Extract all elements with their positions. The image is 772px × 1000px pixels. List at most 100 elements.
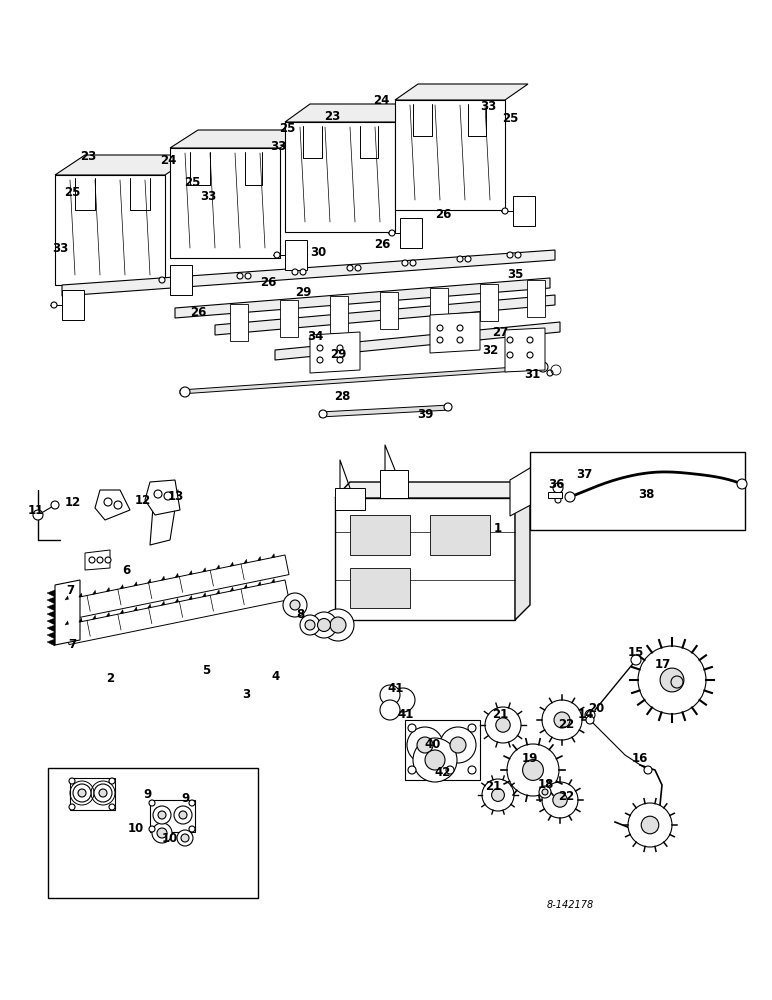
Circle shape xyxy=(507,744,559,796)
Circle shape xyxy=(114,501,122,509)
Circle shape xyxy=(157,828,167,838)
Polygon shape xyxy=(380,470,408,498)
Polygon shape xyxy=(79,593,82,597)
Bar xyxy=(350,515,410,555)
Circle shape xyxy=(380,685,400,705)
Polygon shape xyxy=(275,322,560,360)
Polygon shape xyxy=(280,300,298,337)
Circle shape xyxy=(73,784,91,802)
Polygon shape xyxy=(95,490,130,520)
Text: 16: 16 xyxy=(631,752,648,764)
Polygon shape xyxy=(540,455,560,500)
Circle shape xyxy=(337,357,343,363)
Circle shape xyxy=(446,766,454,774)
Text: 23: 23 xyxy=(80,150,96,163)
Polygon shape xyxy=(65,580,289,645)
Circle shape xyxy=(527,352,533,358)
Circle shape xyxy=(410,260,416,266)
Text: 18: 18 xyxy=(538,778,554,792)
Circle shape xyxy=(179,811,187,819)
Text: 7: 7 xyxy=(68,639,76,652)
Circle shape xyxy=(292,269,298,275)
Text: 26: 26 xyxy=(435,209,451,222)
Polygon shape xyxy=(513,196,535,226)
Circle shape xyxy=(380,700,400,720)
Polygon shape xyxy=(335,488,365,510)
Text: 24: 24 xyxy=(160,153,176,166)
Circle shape xyxy=(437,337,443,343)
Circle shape xyxy=(542,789,548,795)
Text: 27: 27 xyxy=(492,326,508,338)
Circle shape xyxy=(515,252,521,258)
Circle shape xyxy=(457,325,463,331)
Polygon shape xyxy=(47,625,55,632)
Text: 41: 41 xyxy=(398,708,415,720)
Text: 32: 32 xyxy=(482,344,498,357)
Text: 22: 22 xyxy=(558,718,574,732)
Text: 6: 6 xyxy=(122,564,130,576)
Text: 31: 31 xyxy=(524,368,540,381)
Text: 37: 37 xyxy=(576,468,592,482)
Polygon shape xyxy=(47,590,55,597)
Text: 3: 3 xyxy=(242,688,250,702)
Polygon shape xyxy=(107,612,110,617)
Circle shape xyxy=(69,804,75,810)
Text: 12: 12 xyxy=(135,493,151,506)
Polygon shape xyxy=(188,596,192,600)
Polygon shape xyxy=(175,278,550,318)
Polygon shape xyxy=(65,555,289,620)
Text: 30: 30 xyxy=(310,246,326,259)
Circle shape xyxy=(159,277,165,283)
Polygon shape xyxy=(244,584,247,588)
Circle shape xyxy=(322,609,354,641)
Circle shape xyxy=(311,612,337,638)
Circle shape xyxy=(539,786,551,798)
Polygon shape xyxy=(134,607,137,611)
Circle shape xyxy=(274,252,280,258)
Polygon shape xyxy=(216,565,220,569)
Text: 10: 10 xyxy=(162,832,178,844)
Polygon shape xyxy=(47,604,55,611)
Circle shape xyxy=(109,804,115,810)
Text: 17: 17 xyxy=(655,658,671,672)
Polygon shape xyxy=(107,587,110,592)
Polygon shape xyxy=(285,104,420,122)
Circle shape xyxy=(586,716,594,724)
Circle shape xyxy=(437,325,443,331)
Polygon shape xyxy=(62,250,555,296)
Circle shape xyxy=(408,724,416,732)
Text: 39: 39 xyxy=(417,408,433,422)
Text: 4: 4 xyxy=(272,670,280,684)
Polygon shape xyxy=(79,618,82,622)
Circle shape xyxy=(189,826,195,832)
Polygon shape xyxy=(134,582,137,586)
Circle shape xyxy=(492,789,504,801)
Circle shape xyxy=(507,252,513,258)
Text: 33: 33 xyxy=(200,190,216,202)
Circle shape xyxy=(300,269,306,275)
Circle shape xyxy=(482,779,514,811)
Circle shape xyxy=(585,710,595,720)
Text: 7: 7 xyxy=(66,584,74,596)
Polygon shape xyxy=(285,122,395,232)
Polygon shape xyxy=(285,240,307,270)
Circle shape xyxy=(149,826,155,832)
Circle shape xyxy=(152,823,172,843)
Circle shape xyxy=(628,803,672,847)
Polygon shape xyxy=(47,618,55,625)
Circle shape xyxy=(660,668,684,692)
Polygon shape xyxy=(175,598,178,602)
Circle shape xyxy=(51,302,57,308)
Text: 29: 29 xyxy=(295,286,311,298)
Circle shape xyxy=(283,593,307,617)
Circle shape xyxy=(638,646,706,714)
Circle shape xyxy=(180,387,190,397)
Circle shape xyxy=(237,273,243,279)
Polygon shape xyxy=(62,290,84,320)
Circle shape xyxy=(317,618,330,632)
Circle shape xyxy=(154,490,162,498)
Circle shape xyxy=(737,479,747,489)
Polygon shape xyxy=(230,304,248,341)
Circle shape xyxy=(408,766,416,774)
Text: 26: 26 xyxy=(260,275,276,288)
